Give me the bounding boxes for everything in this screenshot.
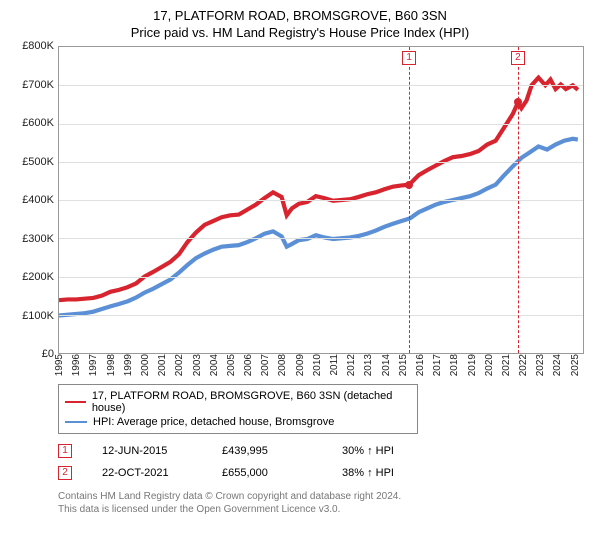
- footer-line-2: This data is licensed under the Open Gov…: [58, 503, 590, 516]
- x-axis-label: 1997: [88, 354, 99, 376]
- legend-item: 17, PLATFORM ROAD, BROMSGROVE, B60 3SN (…: [65, 389, 411, 415]
- y-axis-label: £800K: [22, 40, 54, 52]
- gridline: [59, 162, 583, 163]
- x-axis-label: 2004: [209, 354, 220, 376]
- sale-price: £439,995: [222, 445, 312, 457]
- sale-delta: 30% ↑ HPI: [342, 445, 432, 457]
- gridline: [59, 277, 583, 278]
- series-line-hpi: [59, 139, 578, 316]
- x-axis-label: 2012: [346, 354, 357, 376]
- sale-badge: 1: [58, 444, 72, 458]
- y-axis-label: £500K: [22, 156, 54, 168]
- x-axis-label: 2023: [535, 354, 546, 376]
- chart-subtitle: Price paid vs. HM Land Registry's House …: [10, 25, 590, 40]
- event-badge: 1: [402, 51, 416, 65]
- x-axis-label: 2014: [381, 354, 392, 376]
- sales-table: 1 12-JUN-2015 £439,995 30% ↑ HPI 2 22-OCT-202…: [58, 440, 590, 484]
- y-axis-label: £700K: [22, 79, 54, 91]
- x-axis-label: 2009: [295, 354, 306, 376]
- x-axis-label: 2015: [398, 354, 409, 376]
- x-axis-label: 2018: [449, 354, 460, 376]
- legend-item: HPI: Average price, detached house, Brom…: [65, 415, 411, 429]
- x-axis-label: 2005: [226, 354, 237, 376]
- gridline: [59, 200, 583, 201]
- y-axis-label: £200K: [22, 271, 54, 283]
- sale-row: 2 22-OCT-2021 £655,000 38% ↑ HPI: [58, 462, 590, 484]
- sale-marker-dot: [405, 181, 413, 189]
- sale-date: 12-JUN-2015: [102, 445, 192, 457]
- y-axis-label: £300K: [22, 233, 54, 245]
- legend-box: 17, PLATFORM ROAD, BROMSGROVE, B60 3SN (…: [58, 384, 418, 434]
- gridline: [59, 238, 583, 239]
- x-axis-label: 2010: [312, 354, 323, 376]
- x-axis-label: 2021: [501, 354, 512, 376]
- plot-area: 12: [58, 46, 584, 354]
- legend-label: 17, PLATFORM ROAD, BROMSGROVE, B60 3SN (…: [92, 390, 411, 414]
- x-axis-label: 2000: [140, 354, 151, 376]
- chart-title: 17, PLATFORM ROAD, BROMSGROVE, B60 3SN: [10, 8, 590, 23]
- footer-text: Contains HM Land Registry data © Crown c…: [58, 490, 590, 516]
- event-vline: [518, 47, 519, 353]
- y-axis-label: £100K: [22, 310, 54, 322]
- y-axis: £0£100K£200K£300K£400K£500K£600K£700K£80…: [10, 46, 58, 354]
- x-axis-label: 2007: [260, 354, 271, 376]
- chart-container: 17, PLATFORM ROAD, BROMSGROVE, B60 3SN P…: [0, 0, 600, 560]
- legend-label: HPI: Average price, detached house, Brom…: [93, 416, 334, 428]
- x-axis-label: 1998: [106, 354, 117, 376]
- x-axis-label: 2013: [363, 354, 374, 376]
- y-axis-label: £0: [42, 348, 54, 360]
- x-axis-label: 2022: [518, 354, 529, 376]
- sale-row: 1 12-JUN-2015 £439,995 30% ↑ HPI: [58, 440, 590, 462]
- sale-delta: 38% ↑ HPI: [342, 467, 432, 479]
- x-axis-label: 2019: [467, 354, 478, 376]
- x-axis-label: 2011: [329, 354, 340, 376]
- sale-price: £655,000: [222, 467, 312, 479]
- x-axis-label: 1999: [123, 354, 134, 376]
- x-axis-label: 2006: [243, 354, 254, 376]
- gridline: [59, 85, 583, 86]
- sale-date: 22-OCT-2021: [102, 467, 192, 479]
- event-vline: [409, 47, 410, 353]
- series-line-property: [59, 78, 578, 301]
- x-axis-label: 2002: [174, 354, 185, 376]
- sale-badge: 2: [58, 466, 72, 480]
- y-axis-label: £400K: [22, 194, 54, 206]
- gridline: [59, 124, 583, 125]
- x-axis-label: 2024: [552, 354, 563, 376]
- x-axis-label: 2025: [570, 354, 581, 376]
- x-axis-label: 2017: [432, 354, 443, 376]
- x-axis-label: 2016: [415, 354, 426, 376]
- x-axis-label: 1996: [71, 354, 82, 376]
- x-axis-label: 1995: [54, 354, 65, 376]
- y-axis-label: £600K: [22, 117, 54, 129]
- sale-marker-dot: [514, 98, 522, 106]
- footer-line-1: Contains HM Land Registry data © Crown c…: [58, 490, 590, 503]
- legend-swatch: [65, 401, 86, 403]
- x-axis-label: 2001: [157, 354, 168, 376]
- x-axis-label: 2008: [277, 354, 288, 376]
- x-axis-label: 2020: [484, 354, 495, 376]
- event-badge: 2: [511, 51, 525, 65]
- chart-area: £0£100K£200K£300K£400K£500K£600K£700K£80…: [10, 46, 590, 376]
- x-axis: 1995199619971998199920002001200220032004…: [58, 354, 584, 376]
- legend-swatch: [65, 421, 87, 423]
- gridline: [59, 315, 583, 316]
- x-axis-label: 2003: [192, 354, 203, 376]
